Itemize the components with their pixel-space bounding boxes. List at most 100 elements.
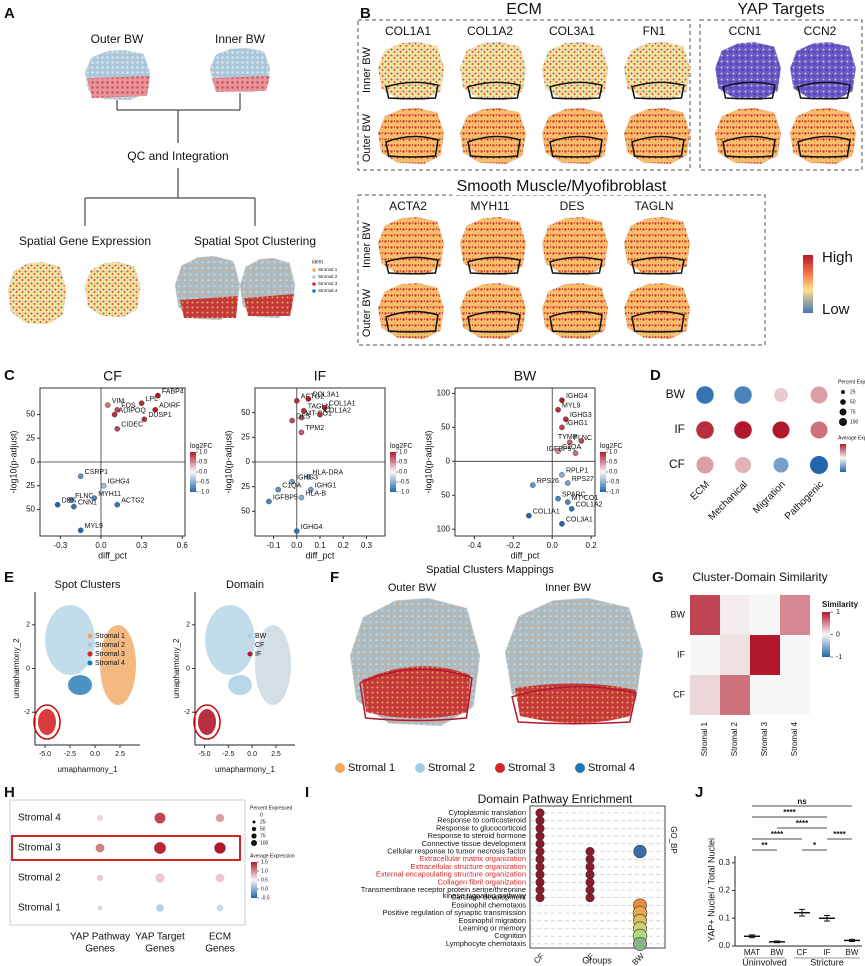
heat-cell [750, 635, 780, 675]
label: diff_pct [98, 550, 127, 560]
label: Average Expression [250, 853, 295, 859]
gene-point [289, 417, 295, 424]
colorbar-label: -1.0 [609, 490, 620, 496]
y-tick-label: 50 [441, 490, 450, 499]
gene-label: FLNC [75, 493, 93, 500]
label: Transmembrane receptor protein serine/th… [361, 885, 526, 894]
gene-label: CSRP1 [85, 469, 108, 476]
label: Stromal 3 [508, 762, 555, 774]
y-tick-label: 0.3 [719, 858, 731, 867]
panel-letter: H [4, 784, 15, 801]
colorbar-label: 0.0 [609, 470, 618, 476]
x-tick-label: 0.0 [95, 541, 107, 550]
gene-point [68, 497, 74, 503]
plot-frame [454, 387, 596, 537]
label: **** [783, 808, 796, 817]
label: BW [255, 633, 267, 640]
label: YAP Pathway [70, 932, 130, 943]
gene-point [111, 411, 118, 418]
label: FN1 [643, 24, 666, 38]
label: Stromal 4 [95, 660, 125, 667]
label: 0.0 [261, 886, 268, 892]
umap-cloud [255, 625, 291, 705]
x-tick-label: -0.3 [53, 541, 67, 550]
label: IF [677, 649, 686, 659]
dot [585, 870, 595, 880]
dot [214, 842, 226, 854]
label: 100 [850, 419, 859, 425]
domain-outline [549, 256, 603, 275]
size-key [251, 833, 257, 839]
highlight-ring [193, 704, 221, 740]
label: 0 [260, 812, 263, 818]
label: log2FC [600, 443, 623, 450]
gene-label: ADIPOQ [119, 407, 147, 414]
tissue-band [180, 296, 238, 318]
label: Outer BW [91, 32, 144, 46]
label: Lymphocyte chemotaxis [446, 939, 526, 948]
tissue-band [87, 76, 150, 98]
gene-point [564, 480, 571, 486]
label: Percent Expressed [838, 379, 865, 385]
gene-point [568, 506, 575, 512]
label: MYH11 [470, 199, 509, 213]
domain-outline [467, 135, 521, 158]
colorbar [822, 612, 830, 657]
umap-cloud [45, 605, 95, 675]
label: BW [630, 951, 646, 966]
x-tick-label: -0.1 [267, 541, 281, 550]
gene-point [321, 404, 328, 411]
umap-cloud [205, 605, 255, 675]
label: Migration [751, 479, 788, 516]
gene-point [266, 498, 272, 505]
panel-letter: E [4, 569, 14, 586]
y-tick-label: 50 [241, 408, 250, 417]
label: Similarity [822, 600, 859, 609]
heat-cell [720, 635, 750, 675]
label: ns [797, 797, 807, 806]
gene-label: FABP4 [162, 388, 184, 395]
gene-point [104, 402, 111, 408]
dot [633, 936, 647, 951]
dot [96, 814, 104, 822]
legend-swatch [575, 763, 585, 773]
label: diff_pct [511, 550, 540, 560]
label: Cognition [494, 931, 526, 940]
label: Uninvolved [742, 957, 787, 966]
domain-outline [385, 135, 439, 158]
colorbar-label: -0.5 [399, 480, 410, 486]
label: IF [314, 368, 326, 384]
label: Stromal 1 [318, 267, 338, 272]
domain-outline [467, 81, 521, 100]
x-tick-label: 0.0 [291, 541, 303, 550]
label: umapharmony_1 [57, 765, 118, 774]
label: GO_BP [669, 826, 678, 854]
y-tick-label: 25 [26, 433, 35, 442]
legend-swatch [312, 268, 316, 272]
gene-label: SPARC [562, 492, 586, 499]
domain-outline [722, 81, 776, 100]
x-tick-label: 0.6 [177, 541, 189, 550]
label: Groups [582, 955, 612, 965]
y-tick-label: -2 [184, 709, 190, 716]
gene-point [138, 400, 145, 406]
size-key [839, 418, 847, 426]
panel-letter: D [650, 367, 661, 384]
gene-point [100, 482, 107, 489]
y-tick-label: 50 [26, 505, 35, 514]
heat-cell [750, 675, 780, 715]
dot [535, 808, 545, 818]
label: Mechanical [706, 479, 750, 523]
y-tick-label: 2 [26, 622, 30, 629]
label: -log10(p-adjust) [223, 430, 233, 493]
label: COL1A1 [385, 24, 431, 38]
highlight-box [11, 835, 241, 861]
heat-cell [690, 635, 720, 675]
label: 75 [850, 409, 856, 415]
umap-cloud [38, 709, 56, 735]
dot [585, 854, 595, 864]
label: Cluster-Domain Similarity [692, 570, 827, 584]
gene-point [114, 425, 121, 432]
